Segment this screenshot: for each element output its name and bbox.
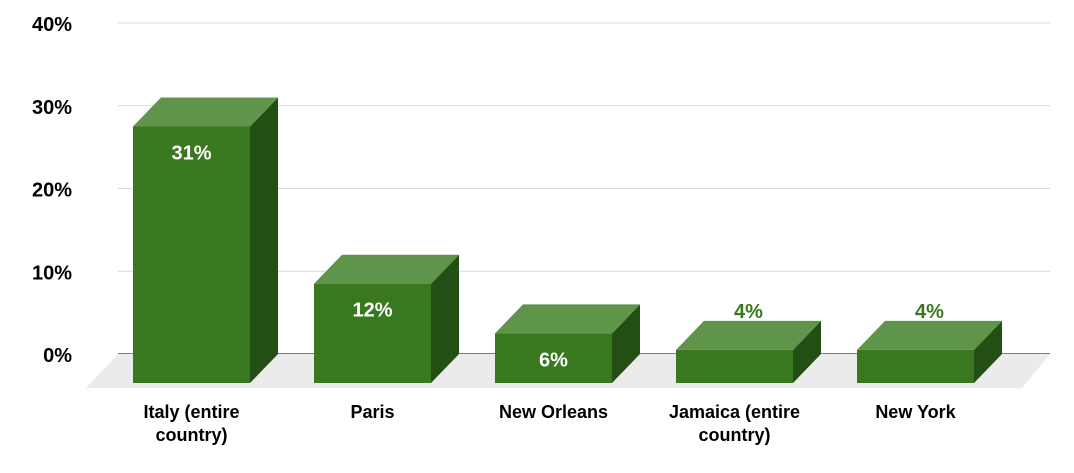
x-axis-ticks: Italy (entire country) Paris New Orleans Jam… xyxy=(143,402,956,445)
data-label: 6% xyxy=(539,349,568,371)
x-tick-label: New York xyxy=(875,402,956,422)
y-tick-label: 20% xyxy=(32,180,72,202)
bar xyxy=(495,304,640,383)
data-label: 12% xyxy=(352,300,392,322)
bar xyxy=(314,254,459,383)
x-tick-label: New Orleans xyxy=(499,402,608,422)
y-axis-ticks: 0% 10% 20% 30% 40% xyxy=(32,14,72,367)
x-tick-label: Jamaica (entire country) xyxy=(669,402,800,445)
bar xyxy=(676,320,821,383)
bar-front xyxy=(314,283,431,383)
bar-side xyxy=(612,304,640,383)
y-tick-label: 40% xyxy=(32,14,72,36)
bar-side xyxy=(431,254,459,383)
bar-side xyxy=(250,97,278,383)
bar xyxy=(133,97,278,383)
bar-top xyxy=(676,320,821,350)
data-label: 4% xyxy=(915,301,944,323)
x-tick-label: Italy (entire country) xyxy=(143,402,239,445)
bar-front xyxy=(133,126,250,383)
bar-top xyxy=(857,320,1002,350)
bar-front xyxy=(676,349,793,383)
bar xyxy=(857,320,1002,383)
bar-top xyxy=(495,304,640,334)
bar-front xyxy=(495,333,612,383)
bars xyxy=(133,97,1002,383)
data-label: 4% xyxy=(734,301,763,323)
y-tick-label: 30% xyxy=(32,97,72,119)
bar-front xyxy=(857,349,974,383)
data-labels: 31% 12% 6% 4% 4% xyxy=(171,142,944,371)
data-label: 31% xyxy=(171,142,211,164)
y-tick-label: 10% xyxy=(32,262,72,284)
bar-top xyxy=(314,254,459,284)
y-tick-label: 0% xyxy=(43,345,72,367)
x-tick-label: Paris xyxy=(350,402,394,422)
bar-side xyxy=(793,320,821,383)
bar-top xyxy=(133,97,278,127)
bar-side xyxy=(974,320,1002,383)
